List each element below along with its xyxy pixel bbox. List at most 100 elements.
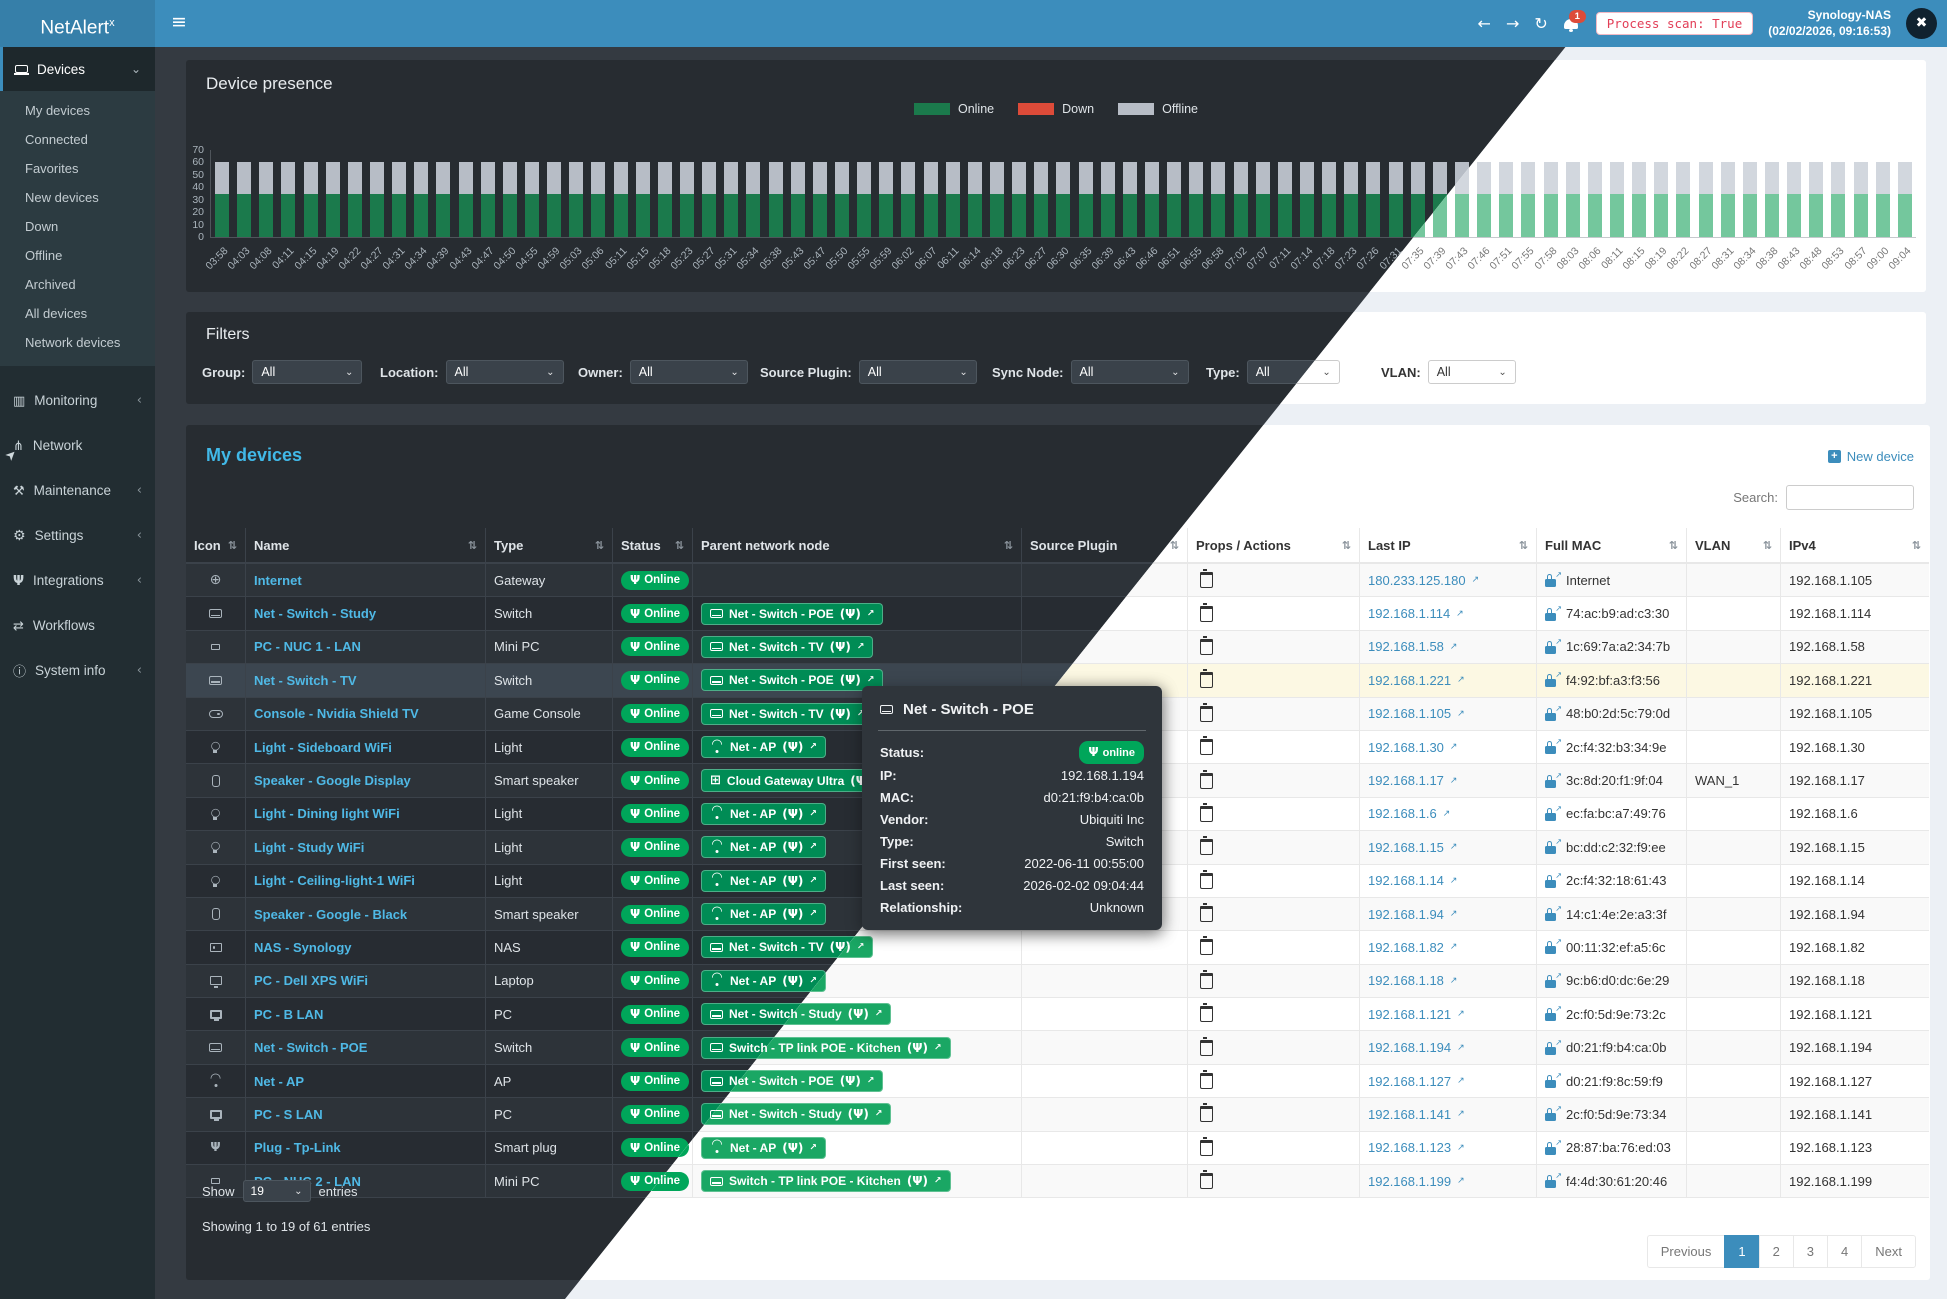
last-ip-link[interactable]: 180.233.125.180	[1368, 572, 1466, 588]
previous-page-button[interactable]: Previous	[1646, 1235, 1726, 1268]
delete-device-button[interactable]	[1200, 936, 1213, 956]
delete-device-button[interactable]	[1200, 736, 1213, 756]
presence-bar[interactable]	[857, 162, 872, 237]
presence-bar[interactable]	[1809, 162, 1824, 237]
page-button-1[interactable]: 1	[1724, 1235, 1760, 1268]
device-name-link[interactable]: Net - AP	[254, 1073, 305, 1089]
presence-bar[interactable]	[702, 162, 717, 237]
presence-bar[interactable]	[281, 162, 296, 237]
lock-icon[interactable]: ↗	[1545, 837, 1562, 855]
presence-bar[interactable]	[812, 162, 827, 237]
last-ip-link[interactable]: 192.168.1.194	[1368, 1040, 1452, 1056]
column-header-ipv4[interactable]: IPv4 ⇅	[1781, 528, 1929, 562]
sidebar-item-network-devices[interactable]: Network devices	[25, 335, 121, 350]
presence-bar[interactable]	[1765, 162, 1779, 237]
table-row[interactable]: Net - Switch - POESwitchOnlineSwitch - T…	[565, 1031, 1929, 1065]
delete-device-button[interactable]	[1200, 869, 1213, 889]
sidebar-item-favorites[interactable]: Favorites	[25, 161, 79, 176]
lock-icon[interactable]: ↗	[1545, 1104, 1562, 1122]
presence-bar[interactable]	[1587, 162, 1602, 237]
device-name-link[interactable]: Light - Dining light WiFi	[254, 806, 400, 822]
page-size-select[interactable]: 19 ⌄	[242, 1180, 311, 1202]
back-icon[interactable]: ←	[1477, 14, 1491, 33]
device-name-link[interactable]: Net - Switch - Study	[254, 606, 377, 622]
parent-node-button[interactable]: Net - Switch - POE (Ψ) ↗	[701, 602, 884, 625]
sidebar-item-integrations[interactable]: Integrations ‹	[0, 558, 155, 603]
parent-node-button[interactable]: Net - AP (Ψ) ↗	[701, 836, 826, 859]
parent-node-button[interactable]: Net - Switch - TV (Ψ) ↗	[701, 702, 874, 725]
presence-bar[interactable]	[1233, 162, 1248, 237]
column-header-last-ip[interactable]: Last IP ⇅	[1360, 528, 1537, 562]
last-ip-link[interactable]: 192.168.1.17	[1368, 773, 1444, 789]
device-name-link[interactable]: Net - Switch - TV	[254, 672, 357, 688]
last-ip-link[interactable]: 192.168.1.123	[1368, 1140, 1452, 1156]
presence-bar[interactable]	[1720, 162, 1735, 237]
presence-bar[interactable]	[1499, 162, 1514, 237]
device-name-link[interactable]: NAS - Synology	[254, 939, 352, 955]
parent-node-button[interactable]: Net - AP (Ψ) ↗	[701, 903, 826, 926]
delete-device-button[interactable]	[1200, 903, 1213, 923]
lock-icon[interactable]: ↗	[1545, 771, 1562, 789]
last-ip-link[interactable]: 192.168.1.58	[1368, 639, 1444, 655]
parent-node-button[interactable]: Net - AP (Ψ) ↗	[701, 1136, 826, 1159]
presence-bar[interactable]	[1056, 162, 1071, 237]
presence-bar[interactable]	[414, 162, 429, 237]
last-ip-link[interactable]: 192.168.1.6	[1368, 806, 1437, 822]
presence-bar[interactable]	[392, 162, 407, 237]
filter-select-source-plugin[interactable]: All ⌄	[858, 360, 977, 384]
presence-bar[interactable]	[480, 162, 495, 237]
last-ip-link[interactable]: 192.168.1.94	[1368, 906, 1444, 922]
delete-device-button[interactable]	[1200, 1070, 1213, 1090]
lock-icon[interactable]: ↗	[1545, 1171, 1562, 1189]
presence-bar[interactable]	[1034, 162, 1049, 237]
lock-icon[interactable]: ↗	[1545, 670, 1562, 688]
lock-icon[interactable]: ↗	[1545, 704, 1562, 722]
last-ip-link[interactable]: 192.168.1.199	[1368, 1173, 1452, 1189]
presence-bar[interactable]	[1742, 162, 1757, 237]
presence-bar[interactable]	[657, 162, 672, 237]
presence-bar[interactable]	[1388, 162, 1403, 237]
presence-bar[interactable]	[1632, 162, 1647, 237]
presence-bar[interactable]	[569, 162, 584, 237]
last-ip-link[interactable]: 192.168.1.82	[1368, 939, 1444, 955]
last-ip-link[interactable]: 192.168.1.114	[1368, 606, 1451, 622]
presence-bar[interactable]	[879, 162, 894, 237]
parent-node-button[interactable]: Net - Switch - POE (Ψ) ↗	[701, 1070, 884, 1093]
last-ip-link[interactable]: 192.168.1.121	[1368, 1006, 1452, 1022]
presence-bar[interactable]	[1831, 162, 1846, 237]
presence-bar[interactable]	[923, 162, 938, 237]
page-button-4[interactable]: 4	[1827, 1235, 1863, 1268]
sidebar-item-offline[interactable]: Offline	[25, 248, 63, 263]
presence-bar[interactable]	[215, 162, 229, 237]
device-name-link[interactable]: Speaker - Google Display	[254, 773, 411, 789]
device-name-link[interactable]: PC - NUC 1 - LAN	[254, 639, 361, 655]
presence-bar[interactable]	[1676, 162, 1691, 237]
presence-bar[interactable]	[901, 162, 916, 237]
presence-bar[interactable]	[1477, 162, 1492, 237]
avatar[interactable]: ✖	[1906, 8, 1937, 39]
sidebar-item-down[interactable]: Down	[25, 219, 59, 234]
lock-icon[interactable]: ↗	[1545, 971, 1562, 989]
sidebar-item-monitoring[interactable]: Monitoring ‹	[0, 378, 155, 423]
column-header-name[interactable]: Name ⇅	[246, 528, 486, 562]
parent-node-button[interactable]: Net - AP (Ψ) ↗	[701, 802, 826, 825]
lock-icon[interactable]: ↗	[1545, 1004, 1562, 1022]
delete-device-button[interactable]	[1200, 1103, 1213, 1123]
last-ip-link[interactable]: 192.168.1.18	[1368, 973, 1444, 989]
delete-device-button[interactable]	[1200, 702, 1213, 722]
lock-icon[interactable]: ↗	[1545, 1071, 1562, 1089]
column-header-icon[interactable]: Icon ⇅	[186, 528, 246, 562]
presence-bar[interactable]	[1189, 162, 1204, 237]
page-button-2[interactable]: 2	[1758, 1235, 1794, 1268]
presence-bar[interactable]	[746, 162, 761, 237]
forward-icon[interactable]: →	[1505, 14, 1520, 33]
presence-bar[interactable]	[1211, 162, 1226, 237]
notifications-bell-icon[interactable]: 1	[1563, 9, 1586, 32]
parent-node-button[interactable]: Switch - TP link POE - Kitchen (Ψ) ↗	[701, 1170, 951, 1193]
presence-bar[interactable]	[1698, 162, 1713, 237]
last-ip-link[interactable]: 192.168.1.15	[1368, 839, 1444, 855]
presence-bar[interactable]	[1543, 162, 1558, 237]
presence-bar[interactable]	[1167, 162, 1182, 237]
filter-select-group[interactable]: All ⌄	[252, 360, 363, 384]
